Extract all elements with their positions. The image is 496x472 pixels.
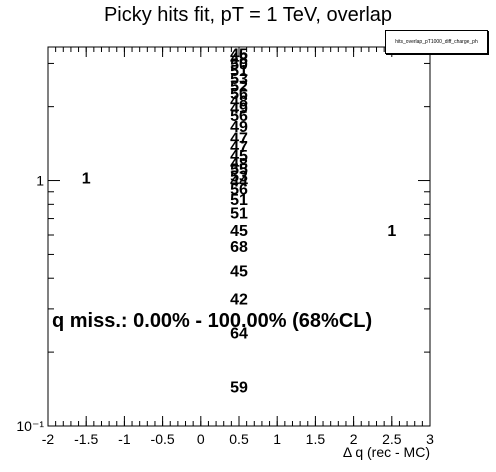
cell-value-label: 48 (230, 51, 248, 68)
cell-value-label: 1 (387, 223, 396, 240)
cell-value-label: 45 (230, 223, 248, 240)
y-tick-label: 10⁻¹ (16, 418, 44, 434)
x-axis-label: Δ q (rec - MC) (342, 444, 430, 460)
cell-value-label: 45 (230, 47, 248, 64)
x-tick-label: 2.5 (382, 431, 402, 447)
stats-box: hits_overlap_pT1000_diff_charge_ph (385, 30, 488, 54)
x-tick-label: -1.5 (74, 431, 98, 447)
x-tick-label: 1.5 (306, 431, 326, 447)
cell-value-label: 49 (230, 101, 248, 118)
chart-title: Picky hits fit, pT = 1 TeV, overlap (103, 4, 393, 26)
y-axis-ticks: 1 10⁻¹ (16, 62, 430, 434)
cell-value-label: 64 (230, 326, 248, 343)
cell-value-label: 44 (230, 174, 248, 191)
q-miss-annotation: q miss.: 0.00% - 100.00% (68%CL) (52, 310, 373, 332)
cell-value-label: 56 (230, 108, 248, 125)
cell-value-label: 53 (230, 168, 248, 185)
x-tick-label: 0.5 (229, 431, 249, 447)
cell-value-label: 55 (230, 161, 248, 178)
cell-value-label: 48 (230, 156, 248, 173)
cell-value-label: 1 (82, 170, 91, 187)
x-tick-label: 2 (350, 431, 358, 447)
y-tick-label: 1 (36, 173, 44, 189)
cell-value-label: 51 (230, 63, 248, 80)
cell-value-label: 51 (230, 192, 248, 209)
cell-value-label: 52 (230, 78, 248, 95)
cell-value-label: 59 (230, 379, 248, 396)
cell-value-label: 68 (230, 239, 248, 256)
cell-value-label: 56 (230, 181, 248, 198)
x-tick-label: -0.5 (151, 431, 175, 447)
cell-value-label: 51 (230, 206, 248, 223)
x-tick-label: -1 (118, 431, 131, 447)
cell-value-label: 56 (230, 86, 248, 103)
cell-value-label: 48 (230, 93, 248, 110)
cell-labels: 1145485051535256484956494747454855534456… (82, 47, 397, 397)
cell-value-label: 49 (230, 119, 248, 136)
cell-value-label: 53 (230, 71, 248, 88)
x-tick-label: 0 (197, 431, 205, 447)
cell-value-label: 42 (230, 292, 248, 309)
cell-value-label: 45 (230, 148, 248, 165)
cell-value-label: 47 (230, 130, 248, 147)
cell-value-label: 50 (230, 56, 248, 73)
cell-value-label: 47 (230, 139, 248, 156)
x-tick-label: 3 (426, 431, 434, 447)
x-tick-label: 1 (273, 431, 281, 447)
cell-value-label: 45 (230, 264, 248, 281)
x-tick-label: -2 (42, 431, 55, 447)
